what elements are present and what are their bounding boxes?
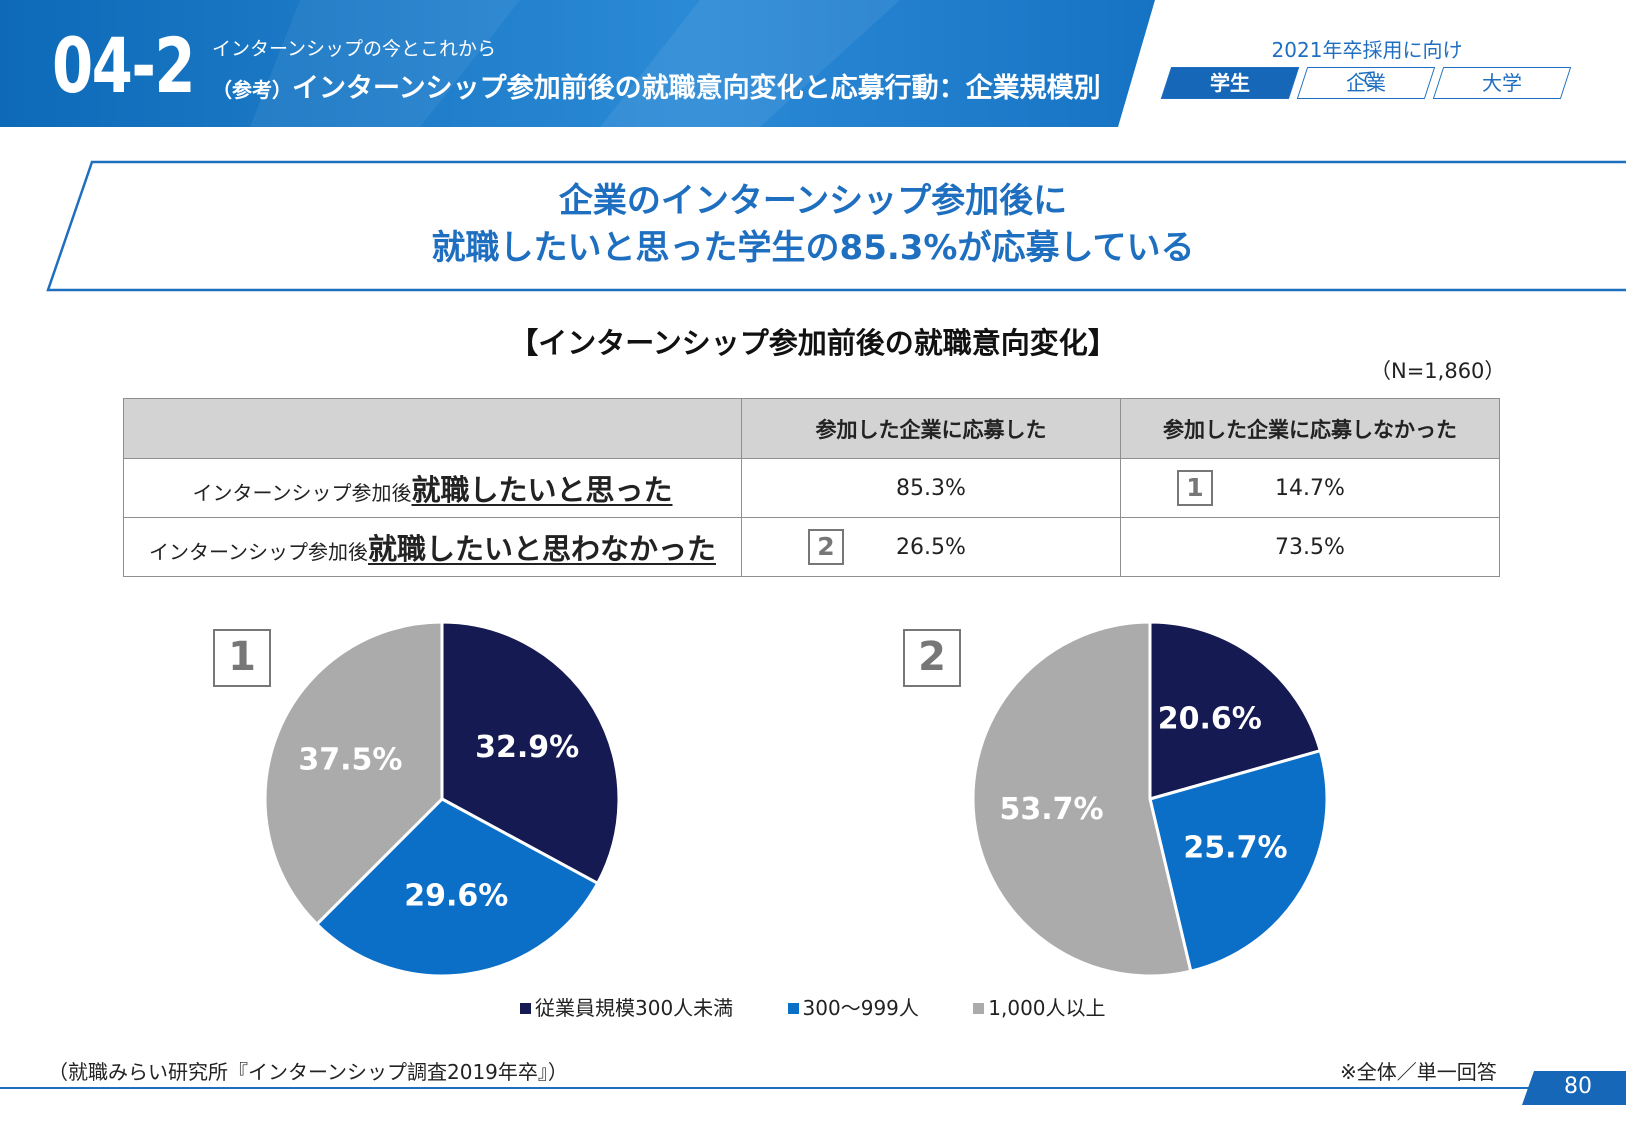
tab-company[interactable]: 企業 — [1296, 67, 1436, 99]
source-note: （就職みらい研究所『インターンシップ調査2019年卒』） — [48, 1060, 568, 1084]
legend-swatch — [520, 1003, 531, 1014]
table-cell-value: 26.5% — [896, 534, 966, 560]
pie-label-300-999: 29.6% — [404, 879, 508, 914]
row-label-prefix: インターンシップ参加後 — [148, 540, 368, 564]
section-title-text: インターンシップ参加前後の就職意向変化と応募行動：企業規模別 — [292, 73, 1101, 104]
table-cell: 2 26.5% — [741, 517, 1121, 577]
headline-frame — [46, 160, 1626, 292]
section-title: （参考）インターンシップ参加前後の就職意向変化と応募行動：企業規模別 — [212, 66, 1101, 105]
legend-label: 従業員規模300人未満 — [535, 996, 734, 1020]
pie-chart-2: 20.6% 25.7% 53.7% — [971, 620, 1329, 978]
pie-slice-300-999 — [1148, 748, 1329, 974]
table-cell-value: 14.7% — [1275, 475, 1345, 501]
table-row: インターンシップ参加後就職したいと思わなかった 2 26.5% 73.5% — [123, 517, 1500, 577]
tab-university-label: 大学 — [1482, 71, 1522, 95]
legend-item: 300〜999人 — [787, 992, 919, 1021]
table-header-row: 参加した企業に応募した 参加した企業に応募しなかった — [123, 398, 1500, 459]
row-label: インターンシップ参加後就職したいと思った — [123, 458, 742, 518]
pie-label-under-300: 20.6% — [1158, 701, 1262, 736]
pie-2-marker: 2 — [903, 629, 961, 687]
table-cell: 73.5% — [1120, 517, 1500, 577]
headline-line-2: 就職したいと思った学生の85.3%が応募している — [431, 228, 1195, 268]
pie-label-1000-plus: 37.5% — [298, 743, 402, 778]
pie-label-under-300: 32.9% — [475, 730, 579, 765]
section-subtitle: インターンシップの今とこれから — [212, 38, 497, 60]
chart-legend: 従業員規模300人未満 300〜999人 1,000人以上 — [520, 992, 1154, 1021]
page-badge — [1522, 1071, 1626, 1105]
row-label-prefix: インターンシップ参加後 — [192, 481, 412, 505]
tab-student[interactable]: 学生 — [1160, 67, 1300, 99]
table-title: 【インターンシップ参加前後の就職意向変化】 — [509, 326, 1117, 360]
pie-slice-under-300 — [1148, 620, 1323, 801]
tab-university[interactable]: 大学 — [1432, 67, 1572, 99]
table-header-blank — [123, 398, 742, 459]
page-number: 80 — [1564, 1074, 1592, 1099]
legend-item: 1,000人以上 — [973, 992, 1106, 1021]
table-cell: 85.3% — [741, 458, 1121, 518]
sample-size-label: （N=1,860） — [1370, 359, 1506, 383]
row-label-emphasis: 就職したいと思わなかった — [367, 532, 716, 566]
legend-swatch — [787, 1003, 799, 1014]
table-header-not-applied: 参加した企業に応募しなかった — [1120, 398, 1500, 459]
legend-label: 1,000人以上 — [988, 996, 1106, 1020]
headline-line-1: 企業のインターンシップ参加後に — [558, 181, 1068, 221]
pie-slice-under-300 — [440, 620, 621, 886]
row-label: インターンシップ参加後就職したいと思わなかった — [123, 517, 742, 577]
table-header-applied: 参加した企業に応募した — [741, 398, 1121, 459]
section-title-prefix: （参考） — [212, 78, 292, 102]
pie-1-marker: 1 — [213, 629, 271, 687]
intention-table: 参加した企業に応募した 参加した企業に応募しなかった インターンシップ参加後就職… — [123, 398, 1500, 577]
pie-slice-300-999 — [314, 797, 600, 978]
pie-label-300-999: 25.7% — [1183, 831, 1287, 866]
pie-reference-marker: 1 — [1177, 470, 1213, 506]
answer-type-note: ※全体／単一回答 — [1340, 1060, 1497, 1084]
row-label-emphasis: 就職したいと思った — [411, 473, 673, 507]
legend-swatch — [973, 1003, 985, 1014]
legend-item: 従業員規模300人未満 — [520, 992, 733, 1021]
legend-label: 300〜999人 — [802, 996, 919, 1020]
pie-label-1000-plus: 53.7% — [1000, 792, 1104, 827]
pie-reference-marker: 2 — [808, 529, 844, 565]
pie-chart-1: 32.9% 29.6% 37.5% — [263, 620, 621, 978]
headline: 企業のインターンシップ参加後に 就職したいと思った学生の85.3%が応募している — [100, 178, 1526, 272]
table-row: インターンシップ参加後就職したいと思った 85.3% 1 14.7% — [123, 458, 1500, 518]
pie-slice-1000-plus — [263, 620, 444, 927]
tab-student-label: 学生 — [1210, 71, 1250, 95]
pie-slice-1000-plus — [971, 620, 1193, 978]
tab-company-label: 企業 — [1346, 71, 1386, 95]
section-number: 04-2 — [52, 21, 196, 110]
target-year-label: 2021年卒採用に向けて — [1271, 38, 1463, 91]
footer-divider — [0, 1087, 1626, 1089]
header-band — [0, 0, 1155, 127]
table-cell: 1 14.7% — [1120, 458, 1500, 518]
